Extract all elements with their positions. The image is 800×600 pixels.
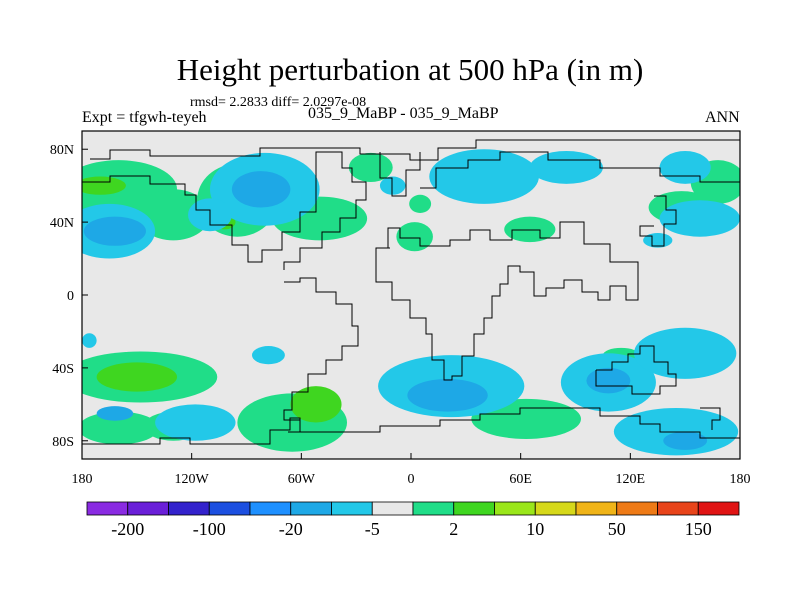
coastline-arctic-canada: [90, 139, 740, 161]
colorbar-swatch-13: [616, 501, 658, 516]
chart-title: Height perturbation at 500 hPa (in m): [176, 52, 644, 87]
contour-region-38: [96, 406, 134, 421]
colorbar-swatch-12: [575, 501, 618, 516]
x-tick-label: 120E: [616, 472, 646, 487]
colorbar-swatch-2: [168, 501, 210, 516]
contour-region-27: [659, 151, 711, 184]
contour-region-4: [348, 152, 393, 183]
coastline-eurasia-north: [420, 151, 740, 189]
colorbar-swatch-7: [371, 501, 414, 516]
coastline-east-asia: [639, 195, 677, 247]
contour-region-7: [504, 216, 556, 243]
contour-region-34: [633, 327, 737, 379]
season-label: ANN: [705, 109, 740, 126]
y-tick-label: 0: [67, 289, 74, 304]
axis-ticks-group: 180 120W 60W 0 60E 120E 180 80N 40N 0 40S 80S: [50, 143, 751, 487]
colorbar-swatch-14: [657, 501, 699, 516]
contour-region-1: [136, 189, 210, 241]
colorbar-label: -200: [111, 519, 144, 539]
coastline-north-america: [82, 151, 367, 270]
contour-region-41: [663, 431, 708, 450]
contour-region-16: [82, 176, 126, 195]
x-tick-label: 60W: [288, 472, 316, 487]
colorbar-swatch-9: [453, 501, 495, 516]
colorbar-swatch-15: [697, 501, 740, 516]
x-tick-label: 180: [72, 472, 93, 487]
coastline-antarctica: [82, 407, 740, 445]
colorbar-swatch-3: [208, 501, 251, 516]
experiment-label: Expt = tfgwh-teyeh: [82, 109, 207, 126]
colorbar-label: 10: [526, 519, 544, 539]
colorbar-label: -20: [279, 519, 303, 539]
colorbar-label: 2: [449, 519, 458, 539]
contour-region-17: [96, 362, 178, 392]
colorbar-swatch-0: [86, 501, 129, 516]
contour-region-19: [290, 386, 342, 423]
x-tick-label: 0: [408, 472, 415, 487]
contour-region-26: [659, 200, 740, 237]
rmsd-diff-stats: rmsd= 2.2833 diff= 2.0297e-08: [190, 95, 367, 110]
colorbar-swatch-4: [249, 501, 292, 516]
coastline-south-america: [283, 277, 359, 433]
contour-region-29: [82, 333, 97, 348]
colorbar: -200 -100 -20 -5 2 10 50 150: [86, 501, 740, 539]
y-tick-label: 80N: [50, 143, 74, 158]
contour-region-31: [251, 346, 285, 365]
contour-region-6: [396, 222, 433, 252]
colorbar-label: -100: [193, 519, 226, 539]
coastline-greenland: [379, 152, 421, 197]
y-tick-label: 40N: [50, 216, 74, 231]
contour-region-37: [83, 216, 146, 246]
colorbar-swatch-1: [127, 501, 169, 516]
colorbar-swatch-10: [494, 501, 536, 516]
colorbar-swatch-5: [290, 501, 332, 516]
coastline-group: [82, 139, 740, 445]
comparison-label: 035_9_MaBP - 035_9_MaBP: [308, 105, 499, 122]
colorbar-swatch-11: [534, 501, 577, 516]
contour-region-28: [643, 233, 673, 248]
y-tick-label: 40S: [52, 362, 74, 377]
y-tick-label: 80S: [52, 435, 74, 450]
colorbar-label: -5: [365, 519, 380, 539]
contour-region-40: [586, 367, 631, 394]
coastline-eurasia-africa: [375, 221, 639, 381]
contour-region-39: [407, 378, 488, 412]
contour-region-5: [409, 194, 432, 213]
colorbar-label: 50: [608, 519, 626, 539]
contour-region-30: [155, 404, 236, 441]
contour-region-24: [429, 149, 539, 204]
x-tick-label: 120W: [175, 472, 210, 487]
contour-region-23: [379, 176, 406, 195]
contour-region-25: [529, 151, 603, 184]
colorbar-swatch-6: [331, 501, 373, 516]
x-tick-label: 180: [730, 472, 751, 487]
contour-region-11: [82, 411, 159, 445]
colorbar-label: 150: [685, 519, 712, 539]
contour-fill-group: [82, 149, 740, 456]
coastline-new-zealand: [700, 407, 721, 430]
colorbar-swatch-8: [412, 501, 455, 516]
contour-region-36: [231, 171, 291, 208]
coastline-australia: [595, 345, 677, 395]
x-tick-label: 60E: [509, 472, 532, 487]
